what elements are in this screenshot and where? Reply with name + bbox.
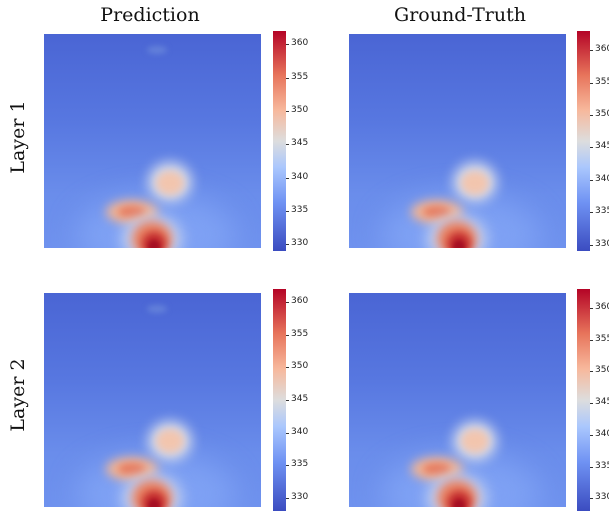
- colorbar-tick-label: 355: [595, 334, 609, 344]
- row-label-layer-1: Layer 1: [7, 100, 29, 174]
- colorbar-tick-label: 360: [291, 38, 309, 48]
- colorbar-tick-label: 350: [595, 365, 609, 375]
- colorbar-tick-mark: [286, 244, 289, 245]
- colorbar-tick-label: 340: [291, 172, 309, 182]
- colorbar-tick-label: 330: [291, 238, 309, 248]
- colorbar-tick-mark: [286, 433, 289, 434]
- colorbar: [577, 31, 590, 251]
- colorbar-tick-mark: [590, 50, 593, 51]
- colorbar-tick-label: 350: [291, 361, 309, 371]
- colorbar-tick-label: 345: [595, 397, 609, 407]
- heatmap-image: [44, 34, 261, 248]
- colorbar-tick-label: 330: [291, 492, 309, 502]
- colorbar-tick-label: 340: [595, 429, 609, 439]
- colorbar-tick-mark: [286, 44, 289, 45]
- colorbar-tick-mark: [590, 371, 593, 372]
- heatmap-image: [44, 293, 261, 507]
- colorbar-tick-mark: [286, 78, 289, 79]
- colorbar-tick-label: 345: [291, 394, 309, 404]
- colorbar-tick-mark: [286, 111, 289, 112]
- heatmap-image: [349, 293, 566, 507]
- colorbar-tick-label: 340: [595, 174, 609, 184]
- colorbar-tick-mark: [286, 144, 289, 145]
- colorbar-tick-mark: [590, 180, 593, 181]
- colorbar: [577, 289, 590, 511]
- colorbar-tick-mark: [286, 335, 289, 336]
- colorbar-tick-mark: [590, 340, 593, 341]
- colorbar-tick-label: 355: [595, 77, 609, 87]
- colorbar: [273, 31, 286, 251]
- colorbar-tick-label: 360: [595, 44, 609, 54]
- colorbar-tick-mark: [590, 212, 593, 213]
- colorbar-tick-mark: [286, 465, 289, 466]
- colorbar-tick-mark: [590, 147, 593, 148]
- colorbar-tick-mark: [590, 498, 593, 499]
- colorbar-tick-mark: [590, 435, 593, 436]
- colorbar-tick-mark: [286, 400, 289, 401]
- colorbar-tick-label: 335: [595, 206, 609, 216]
- colorbar-tick-label: 345: [291, 138, 309, 148]
- colorbar-tick-mark: [286, 211, 289, 212]
- colorbar-tick-mark: [590, 115, 593, 116]
- colorbar-tick-label: 330: [595, 239, 609, 249]
- colorbar-tick-label: 355: [291, 329, 309, 339]
- colorbar-tick-mark: [590, 245, 593, 246]
- colorbar-tick-label: 335: [595, 461, 609, 471]
- colorbar-tick-label: 340: [291, 427, 309, 437]
- colorbar-tick-mark: [590, 308, 593, 309]
- heatmap-image: [349, 34, 566, 248]
- colorbar-tick-label: 355: [291, 72, 309, 82]
- colorbar-tick-mark: [590, 83, 593, 84]
- colorbar-tick-label: 345: [595, 141, 609, 151]
- colorbar-tick-mark: [590, 403, 593, 404]
- colorbar-tick-label: 360: [291, 296, 309, 306]
- row-label-layer-2: Layer 2: [7, 358, 29, 432]
- colorbar-tick-label: 350: [595, 109, 609, 119]
- colorbar-tick-mark: [286, 302, 289, 303]
- colorbar-tick-label: 330: [595, 492, 609, 502]
- column-title-prediction: Prediction: [100, 4, 200, 26]
- colorbar-tick-mark: [286, 178, 289, 179]
- colorbar-tick-label: 335: [291, 205, 309, 215]
- column-title-ground-truth: Ground-Truth: [394, 4, 526, 26]
- colorbar-tick-label: 335: [291, 459, 309, 469]
- colorbar-tick-mark: [590, 467, 593, 468]
- colorbar-tick-label: 360: [595, 302, 609, 312]
- colorbar-tick-mark: [286, 367, 289, 368]
- colorbar: [273, 289, 286, 511]
- colorbar-tick-label: 350: [291, 105, 309, 115]
- colorbar-tick-mark: [286, 498, 289, 499]
